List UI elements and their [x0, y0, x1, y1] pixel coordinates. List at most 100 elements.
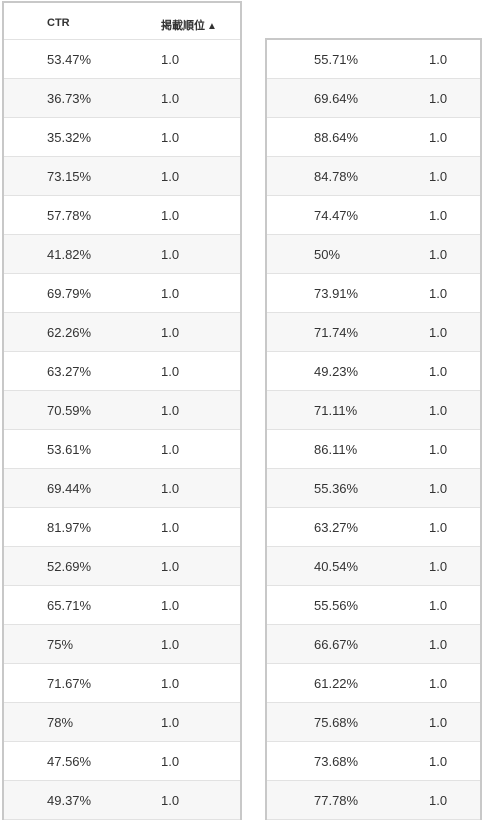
rank-cell: 1.0 [429, 52, 448, 67]
table-row: 73.91% 1.0 [267, 274, 480, 313]
table-row: 62.26% 1.0 [4, 313, 240, 352]
rank-cell: 1.0 [161, 91, 180, 106]
rank-cell: 1.0 [161, 715, 180, 730]
rank-cell: 1.0 [161, 130, 180, 145]
table-row: 61.22% 1.0 [267, 664, 480, 703]
table-row: 50% 1.0 [267, 235, 480, 274]
rank-cell: 1.0 [161, 793, 180, 808]
rank-cell: 1.0 [429, 247, 448, 262]
table-row: 77.78% 1.0 [267, 781, 480, 820]
rank-cell: 1.0 [161, 559, 180, 574]
rank-cell: 1.0 [429, 286, 448, 301]
ctr-cell: 50% [314, 247, 341, 262]
rank-cell: 1.0 [429, 169, 448, 184]
rank-column-header-label: 掲載順位 [161, 20, 205, 32]
rank-cell: 1.0 [429, 403, 448, 418]
ctr-cell: 78% [47, 715, 74, 730]
ctr-cell: 75.68% [314, 715, 359, 730]
rank-cell: 1.0 [429, 481, 448, 496]
table-row: 78% 1.0 [4, 703, 240, 742]
ctr-cell: 63.27% [314, 520, 359, 535]
rank-cell: 1.0 [161, 598, 180, 613]
ctr-cell: 41.82% [47, 247, 92, 262]
table-header: CTR 掲載順位 ▲ [4, 3, 240, 40]
rank-column-header[interactable]: 掲載順位 ▲ [161, 17, 217, 33]
table-row: 69.79% 1.0 [4, 274, 240, 313]
rank-cell: 1.0 [161, 754, 180, 769]
rank-cell: 1.0 [429, 325, 448, 340]
ctr-cell: 86.11% [314, 442, 358, 457]
ctr-cell: 36.73% [47, 91, 92, 106]
rank-cell: 1.0 [161, 169, 180, 184]
ctr-cell: 81.97% [47, 520, 92, 535]
ctr-cell: 53.47% [47, 52, 92, 67]
rank-cell: 1.0 [429, 598, 448, 613]
ctr-cell: 61.22% [314, 676, 359, 691]
table-row: 55.36% 1.0 [267, 469, 480, 508]
left-table-body: 53.47% 1.0 36.73% 1.0 35.32% 1.0 73.15% 1.0 57.7… [4, 40, 240, 820]
rank-cell: 1.0 [429, 676, 448, 691]
right-table-body: 55.71% 1.0 69.64% 1.0 88.64% 1.0 84.78% 1.0 74.4… [267, 40, 480, 820]
ctr-cell: 73.68% [314, 754, 359, 769]
table-row: 71.11% 1.0 [267, 391, 480, 430]
ctr-cell: 88.64% [314, 130, 359, 145]
table-row: 88.64% 1.0 [267, 118, 480, 157]
ctr-cell: 73.91% [314, 286, 359, 301]
ctr-cell: 66.67% [314, 637, 359, 652]
ctr-cell: 70.59% [47, 403, 92, 418]
ctr-cell: 75% [47, 637, 74, 652]
table-row: 53.47% 1.0 [4, 40, 240, 79]
ctr-cell: 40.54% [314, 559, 359, 574]
table-row: 47.56% 1.0 [4, 742, 240, 781]
rank-cell: 1.0 [161, 481, 180, 496]
ctr-cell: 65.71% [47, 598, 92, 613]
table-row: 63.27% 1.0 [267, 508, 480, 547]
rank-cell: 1.0 [429, 442, 448, 457]
ctr-cell: 53.61% [47, 442, 92, 457]
rank-cell: 1.0 [161, 676, 180, 691]
rank-cell: 1.0 [161, 364, 180, 379]
ctr-cell: 57.78% [47, 208, 92, 223]
rank-cell: 1.0 [429, 520, 448, 535]
table-row: 36.73% 1.0 [4, 79, 240, 118]
rank-cell: 1.0 [429, 130, 448, 145]
rank-cell: 1.0 [429, 754, 448, 769]
ctr-cell: 49.23% [314, 364, 359, 379]
table-row: 57.78% 1.0 [4, 196, 240, 235]
table-row: 55.56% 1.0 [267, 586, 480, 625]
ctr-cell: 77.78% [314, 793, 359, 808]
table-row: 74.47% 1.0 [267, 196, 480, 235]
sort-ascending-icon[interactable]: ▲ [207, 21, 217, 32]
table-row: 49.23% 1.0 [267, 352, 480, 391]
table-row: 69.64% 1.0 [267, 79, 480, 118]
rank-cell: 1.0 [429, 208, 448, 223]
table-row: 71.74% 1.0 [267, 313, 480, 352]
ctr-cell: 71.74% [314, 325, 359, 340]
rank-cell: 1.0 [161, 52, 180, 67]
rank-cell: 1.0 [429, 91, 448, 106]
table-row: 69.44% 1.0 [4, 469, 240, 508]
table-row: 53.61% 1.0 [4, 430, 240, 469]
table-row: 40.54% 1.0 [267, 547, 480, 586]
rank-cell: 1.0 [161, 325, 180, 340]
table-row: 84.78% 1.0 [267, 157, 480, 196]
rank-cell: 1.0 [161, 442, 180, 457]
ctr-cell: 69.44% [47, 481, 92, 496]
rank-cell: 1.0 [161, 286, 180, 301]
ctr-cell: 69.79% [47, 286, 92, 301]
table-row: 66.67% 1.0 [267, 625, 480, 664]
rank-cell: 1.0 [429, 559, 448, 574]
ctr-cell: 71.11% [314, 403, 358, 418]
table-row: 35.32% 1.0 [4, 118, 240, 157]
table-row: 41.82% 1.0 [4, 235, 240, 274]
ctr-column-header[interactable]: CTR [47, 17, 70, 29]
rank-cell: 1.0 [429, 364, 448, 379]
table-row: 81.97% 1.0 [4, 508, 240, 547]
table-row: 73.15% 1.0 [4, 157, 240, 196]
ctr-cell: 47.56% [47, 754, 92, 769]
ctr-cell: 69.64% [314, 91, 359, 106]
ctr-cell: 49.37% [47, 793, 92, 808]
ctr-cell: 35.32% [47, 130, 92, 145]
rank-cell: 1.0 [429, 715, 448, 730]
table-row: 55.71% 1.0 [267, 40, 480, 79]
